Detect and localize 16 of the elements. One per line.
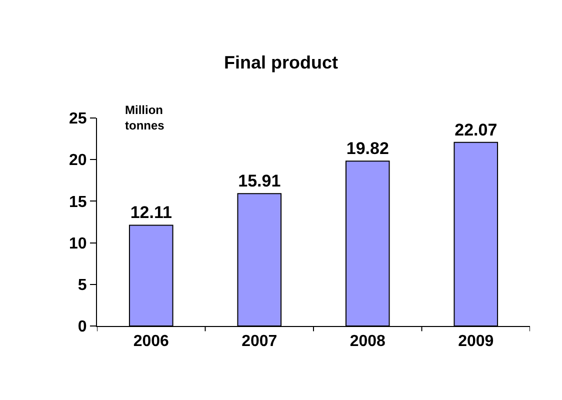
chart-title: Final product <box>224 52 338 72</box>
x-tick-label: 2006 <box>133 333 170 350</box>
y-axis-title: Million tonnes <box>125 103 165 133</box>
y-tick-label: 20 <box>69 152 87 170</box>
data-label: 19.82 <box>346 139 389 158</box>
x-tick-label: 2008 <box>350 333 386 350</box>
y-tick-label: 0 <box>78 318 87 336</box>
x-tick-label: 2007 <box>242 333 278 350</box>
data-label: 22.07 <box>454 120 498 140</box>
data-label: 15.91 <box>238 172 281 191</box>
data-label: 12.11 <box>130 203 172 222</box>
x-tick-label: 2009 <box>458 333 494 350</box>
y-tick-label: 15 <box>69 194 87 211</box>
y-tick-label: 10 <box>69 235 87 252</box>
y-tick-label: 5 <box>78 277 87 294</box>
y-tick-label: 25 <box>69 110 87 128</box>
